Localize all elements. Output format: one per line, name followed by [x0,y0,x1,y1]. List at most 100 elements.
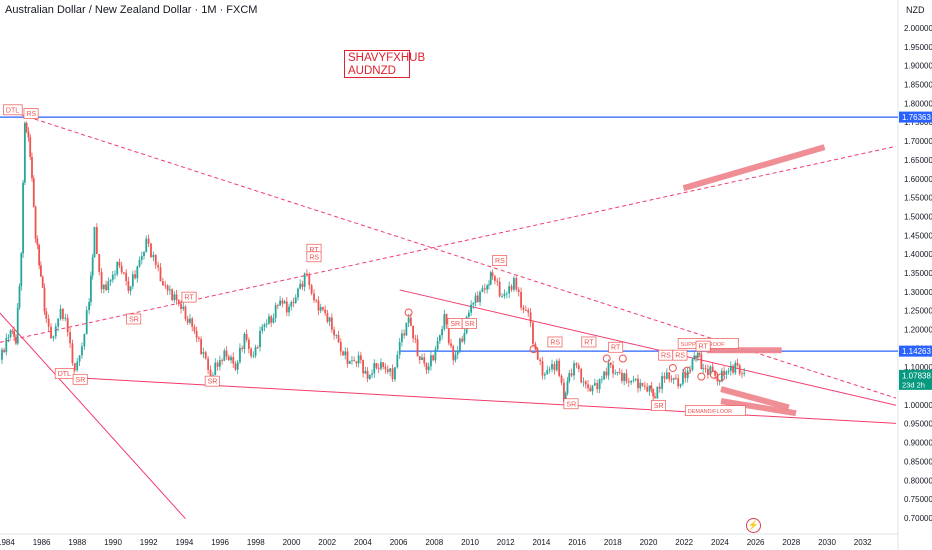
candle-body [171,289,174,301]
candle-body [432,355,435,361]
candle-body [47,318,50,327]
annotation-label: DEMAND/FLOOR [688,409,732,415]
candle-body [281,300,284,304]
annotation-box [581,336,597,348]
candle-body [375,363,378,368]
candle-body [598,379,601,390]
candle-body [22,182,24,254]
y-tick-label: 1.85000 [904,81,932,90]
candle-body [380,362,382,369]
candle-body [498,281,501,297]
candle-body [227,356,230,361]
candle-body [15,336,17,344]
price-badge-lower-text: 1.14263 [902,347,931,356]
x-tick-label: 1990 [104,538,122,547]
candle-body [670,379,673,381]
candle-body [34,206,37,239]
candle-body [303,273,306,287]
candle-body [391,368,394,380]
candle-body [409,317,412,326]
candle-body [718,381,721,382]
candle-body [335,335,338,336]
candle-body [691,359,694,370]
candle-body [603,371,605,380]
y-tick-label: 0.80000 [904,476,932,485]
candle-body [11,330,14,332]
candle-body [384,366,387,370]
last-price-badge [899,369,932,390]
candle-body [654,396,656,399]
annotation-label: RT [309,247,319,254]
y-tick-label: 1.40000 [904,250,932,259]
annotation-box [563,398,579,410]
candle-body [310,285,313,294]
annotation-box [23,108,39,119]
candle-body [40,265,42,277]
last-price-badge-text: 1.07838 [902,371,931,380]
candle-body [268,316,270,324]
candle-body [489,272,492,285]
candle-body [247,339,250,349]
candle-body [543,374,546,376]
annotation-label: SR [566,401,576,408]
annotation-label: SR [76,377,86,384]
candle-body [625,373,628,382]
y-tick-label: 2.00000 [904,24,932,33]
candle-body [560,375,563,383]
candle-body [658,386,661,389]
candle-body [618,372,621,373]
candle-body [259,330,261,348]
candle-body [348,360,351,364]
candle-body [491,272,494,277]
candle-body [614,373,617,374]
candle-body [342,351,344,356]
y-tick-label: 1.10000 [904,363,932,372]
annotation-box [695,340,711,352]
candle-body [364,371,367,374]
candle-body [272,318,275,323]
y-tick-label: 0.85000 [904,457,932,466]
candle-body [78,355,81,362]
x-tick-label: 2016 [568,538,586,547]
candle-body [76,361,79,371]
candle-body [285,301,288,313]
candle-body [461,338,464,342]
candle-body [177,300,180,304]
candle-body [532,322,534,344]
candle-body [596,383,599,390]
candle-body [18,286,21,308]
candle-body [317,300,320,311]
candle-body [591,385,594,392]
x-tick-label: 2018 [604,538,622,547]
candle-body [16,307,19,344]
candle-body [558,360,561,376]
candle-body [496,280,499,282]
candle-body [154,254,157,265]
candle-body [450,343,452,347]
candle-body [736,363,739,366]
candle-body [407,317,410,323]
candle-body [197,337,200,339]
y-tick-label: 1.30000 [904,288,932,297]
candle-body [452,346,455,361]
candle-body [140,256,143,261]
y-tick-label: 0.95000 [904,420,932,429]
candle-body [236,362,239,370]
candle-body [230,357,232,361]
candle-body [373,363,376,374]
candle-body [389,368,392,372]
candle-body [322,307,324,310]
candle-body [152,254,155,258]
candle-body [31,156,33,179]
x-tick-label: 1986 [33,538,51,547]
candle-body [414,338,417,340]
candle-body [1,349,3,360]
candle-body [479,291,481,303]
circle-marker [697,372,706,381]
candle-body [324,309,327,314]
lightning-icon[interactable]: ⚡ [746,518,761,533]
candle-body [299,283,302,289]
candle-body [605,371,608,376]
